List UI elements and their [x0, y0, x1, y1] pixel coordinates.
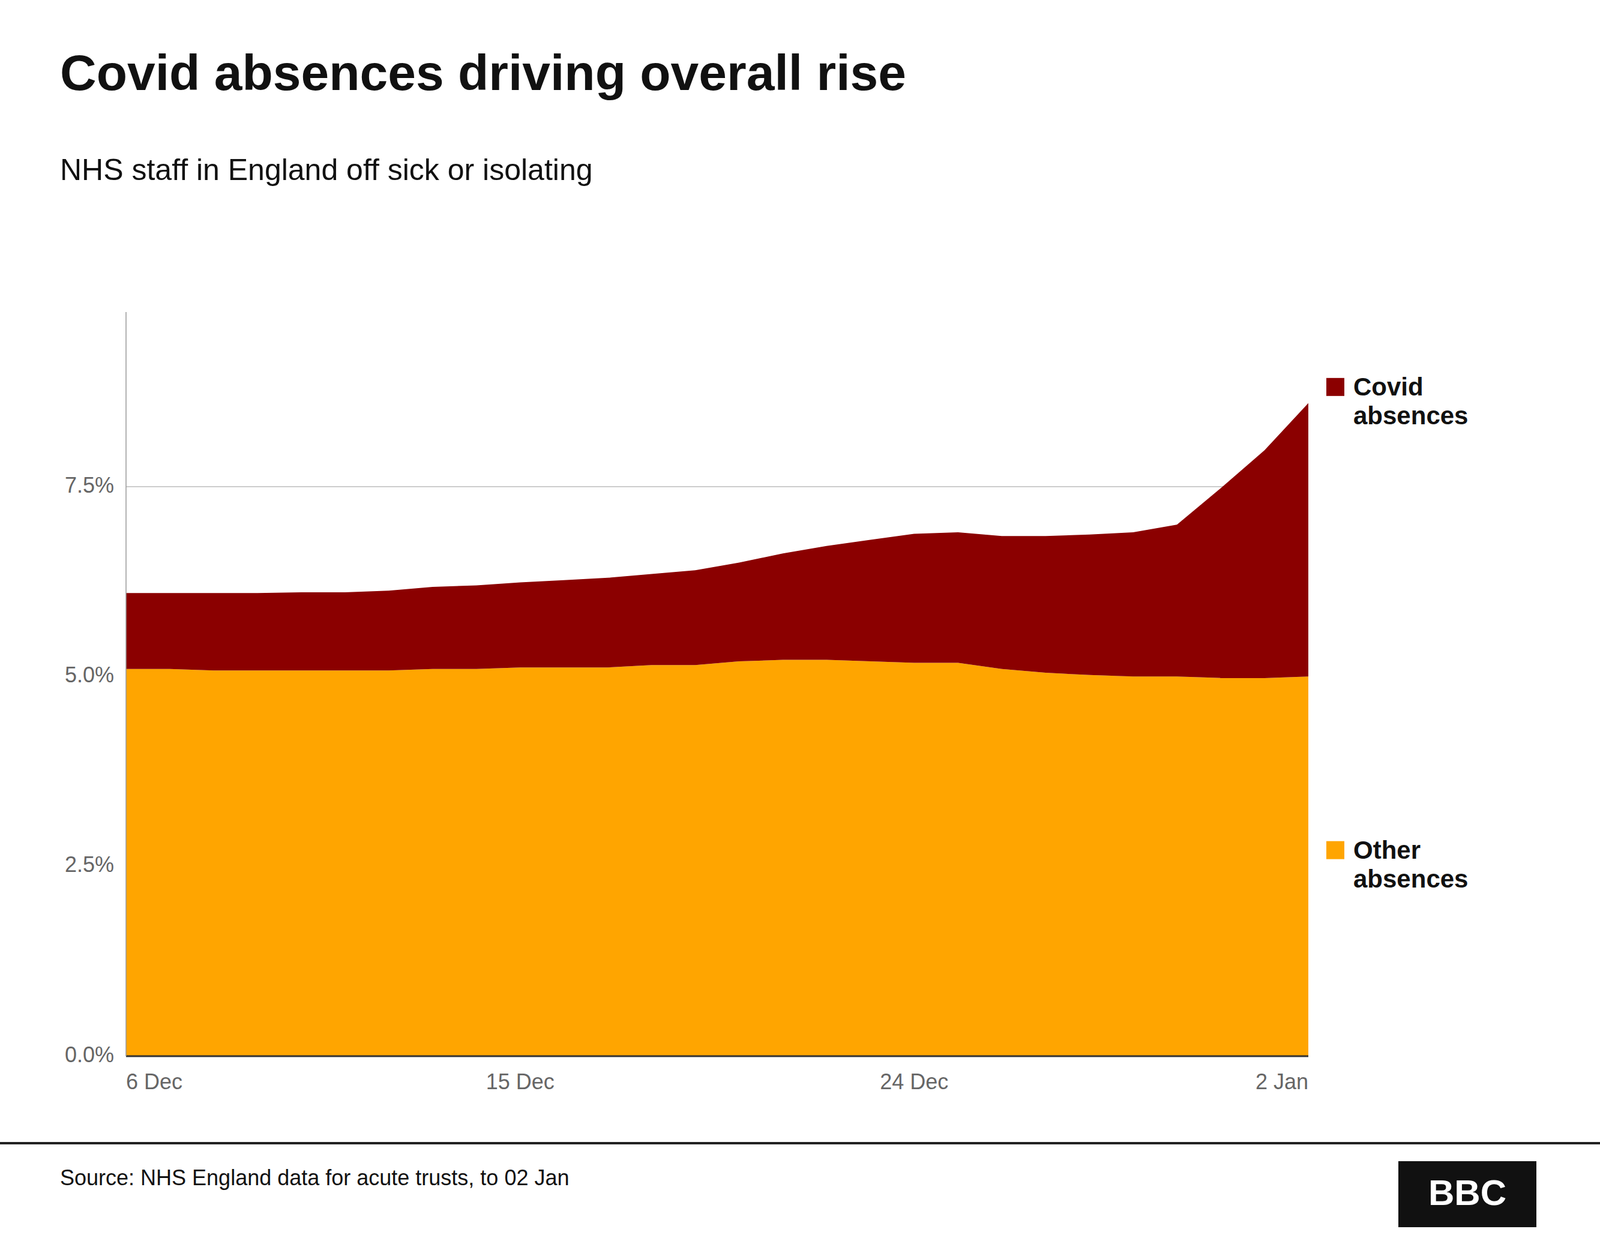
- x-tick-label: 6 Dec: [126, 1069, 183, 1095]
- y-tick-label: 5.0%: [64, 662, 115, 688]
- logo: BBC: [1398, 1161, 1537, 1228]
- legend-label: Covidabsences: [1353, 372, 1468, 430]
- legend-label: Otherabsences: [1353, 836, 1468, 894]
- title: Covid absences driving overall rise: [60, 44, 907, 101]
- logo-box: [1398, 1161, 1537, 1228]
- chart: Covid absences driving overall rise NHS s…: [0, 0, 1600, 1250]
- legend-item: Otherabsences: [1326, 836, 1468, 894]
- legend-swatch: [1326, 841, 1345, 860]
- y-axis-line: [125, 312, 127, 1057]
- area: [126, 660, 1309, 1057]
- separator: [0, 1142, 1600, 1145]
- background: [0, 0, 1600, 1250]
- logo-text: BBC: [1428, 1172, 1507, 1213]
- area: [126, 403, 1309, 679]
- subtitle: NHS staff in England off sick or isolati…: [60, 153, 593, 187]
- source: Source: NHS England data for acute trust…: [60, 1165, 569, 1191]
- grid-line: [126, 486, 1309, 488]
- x-tick-label: 24 Dec: [879, 1069, 949, 1095]
- x-axis-line: [126, 1055, 1309, 1058]
- plot-area: [126, 403, 1309, 1057]
- y-tick-label: 0.0%: [64, 1042, 115, 1068]
- legend-item: Covidabsences: [1326, 372, 1468, 430]
- grid-line: [126, 1055, 1309, 1057]
- legend-swatch: [1326, 378, 1345, 397]
- x-tick-label: 15 Dec: [486, 1069, 555, 1095]
- x-tick-label: 2 Jan: [1255, 1069, 1309, 1095]
- y-tick-label: 2.5%: [64, 852, 115, 877]
- y-tick-label: 7.5%: [64, 472, 115, 498]
